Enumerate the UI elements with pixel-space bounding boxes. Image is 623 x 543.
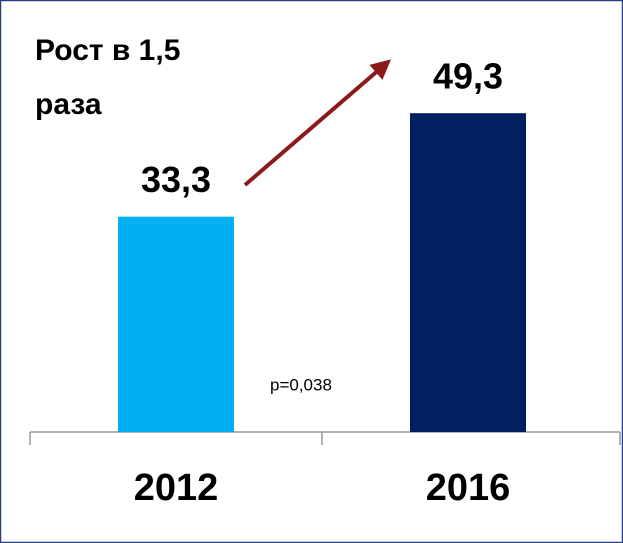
- value-label: 33,3: [141, 159, 211, 200]
- x-tick-label: 2012: [134, 467, 219, 509]
- value-label: 49,3: [433, 56, 503, 97]
- annotation: Рост в 1,5: [35, 34, 180, 67]
- annotation: p=0,038: [270, 375, 332, 394]
- bar: [118, 216, 234, 432]
- x-tick-label: 2016: [426, 467, 511, 509]
- bar: [410, 113, 526, 433]
- growth-arrow: [243, 59, 392, 187]
- annotation: раза: [35, 88, 102, 121]
